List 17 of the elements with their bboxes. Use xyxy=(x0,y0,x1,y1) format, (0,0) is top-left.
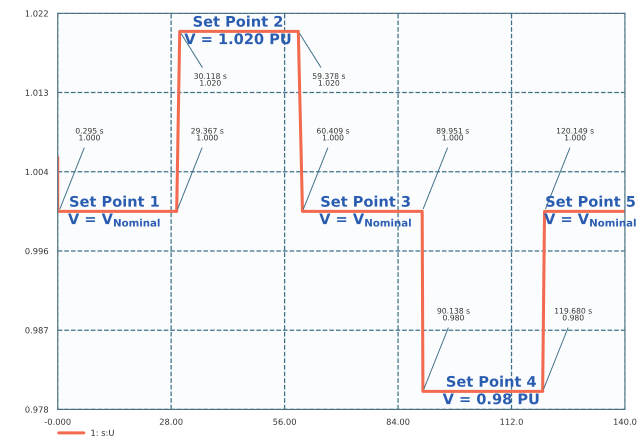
annotation: Set Point 3 V = V$_{Nominal}$ xyxy=(319,196,411,227)
annotation: Set Point 4 V = 0.98 PU xyxy=(442,376,539,404)
x-tick-label: 28.00 xyxy=(160,418,183,425)
y-tick-label: 1.004 xyxy=(26,168,48,176)
x-tick-label: 112.0 xyxy=(500,418,523,425)
y-tick-label: 1.013 xyxy=(26,90,48,96)
x-tick-label: 84.00 xyxy=(386,418,410,425)
y-tick-label: 0.996 xyxy=(25,248,48,254)
y-tick-label: 1.022 xyxy=(26,10,48,17)
annotation: Set Point 1 V = V$_{Nominal}$ xyxy=(68,196,160,227)
y-tick-label: 0.987 xyxy=(25,327,48,334)
x-tick-label: 56.00 xyxy=(273,418,296,425)
y-tick-label: 0.978 xyxy=(25,406,48,413)
legend-label: 1: s:U xyxy=(91,430,114,436)
x-tick-label: 140.0 xyxy=(614,418,636,425)
annotation: Set Point 2 V = 1.020 PU xyxy=(184,16,290,44)
x-tick-label: -0.000 xyxy=(44,418,71,425)
